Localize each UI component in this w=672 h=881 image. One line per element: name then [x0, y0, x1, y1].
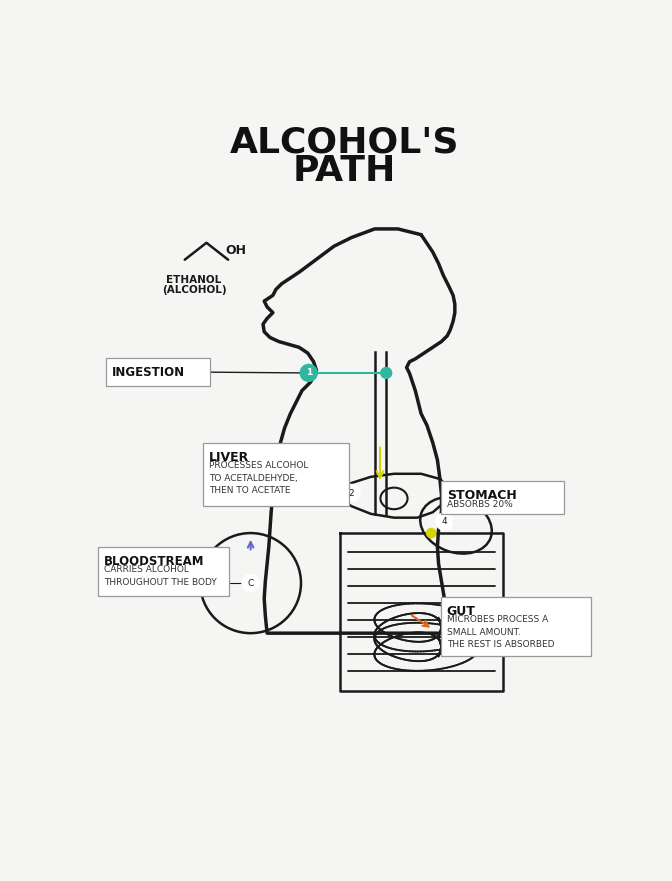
Text: C: C	[247, 579, 254, 588]
FancyBboxPatch shape	[202, 443, 349, 506]
Text: ABSORBS 20%: ABSORBS 20%	[447, 500, 513, 509]
Circle shape	[427, 529, 436, 537]
Text: INGESTION: INGESTION	[112, 366, 185, 379]
Circle shape	[455, 633, 472, 649]
Text: PATH: PATH	[293, 154, 396, 189]
Text: ETHANOL: ETHANOL	[167, 275, 222, 285]
Text: 1: 1	[306, 368, 312, 377]
FancyBboxPatch shape	[441, 597, 591, 655]
Circle shape	[436, 513, 453, 530]
Circle shape	[381, 367, 392, 378]
Circle shape	[343, 485, 360, 501]
FancyBboxPatch shape	[441, 482, 564, 514]
FancyBboxPatch shape	[98, 547, 229, 596]
Text: 3: 3	[461, 636, 466, 646]
Text: STOMACH: STOMACH	[447, 489, 517, 502]
Text: LIVER: LIVER	[209, 451, 249, 463]
Text: MICROBES PROCESS A
SMALL AMOUNT.
THE REST IS ABSORBED: MICROBES PROCESS A SMALL AMOUNT. THE RES…	[447, 616, 554, 649]
Text: GUT: GUT	[447, 604, 476, 618]
Text: OH: OH	[225, 244, 246, 257]
Text: 4: 4	[442, 517, 447, 526]
Circle shape	[300, 365, 317, 381]
Text: 2: 2	[349, 489, 354, 498]
FancyBboxPatch shape	[106, 359, 210, 386]
Text: CARRIES ALCOHOL
THROUGHOUT THE BODY: CARRIES ALCOHOL THROUGHOUT THE BODY	[104, 566, 217, 587]
Text: PROCESSES ALCOHOL
TO ACETALDEHYDE,
THEN TO ACETATE: PROCESSES ALCOHOL TO ACETALDEHYDE, THEN …	[209, 462, 308, 495]
Text: ALCOHOL'S: ALCOHOL'S	[230, 126, 459, 159]
Text: BLOODSTREAM: BLOODSTREAM	[104, 555, 205, 567]
Text: (ALCOHOL): (ALCOHOL)	[162, 285, 226, 295]
Circle shape	[242, 574, 259, 591]
